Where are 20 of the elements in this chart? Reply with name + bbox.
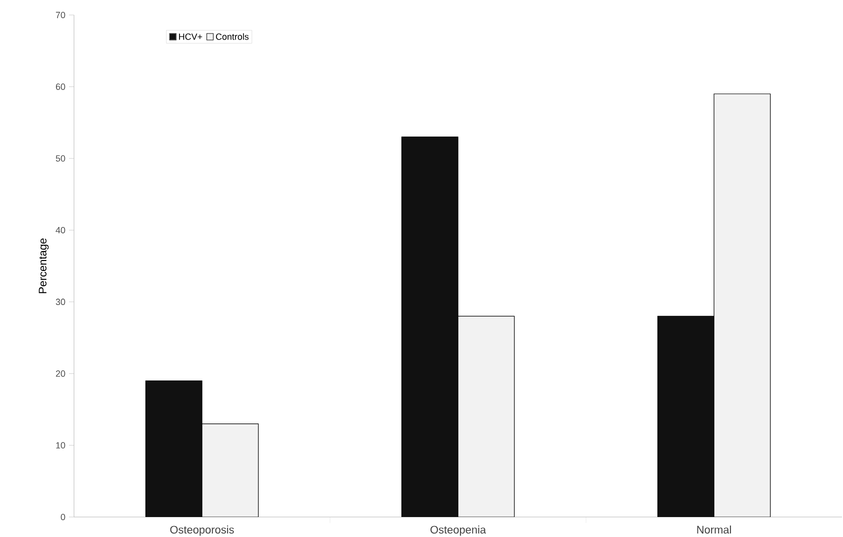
y-tick-label: 20 [56,370,66,377]
bar [145,380,202,517]
bar [202,423,259,517]
y-axis-title: Percentage [38,238,49,294]
bar [458,316,515,517]
y-tick-label: 40 [56,226,66,234]
y-tick-label: 0 [60,514,66,520]
legend-label: HCV+ [179,33,202,40]
bar [401,136,458,517]
y-tick-label: 70 [56,12,66,18]
bar [657,316,714,517]
x-tick-label: Osteopenia [430,526,486,536]
legend-label: Controls [216,33,249,40]
x-tick-label: Normal [697,526,731,534]
y-tick-label: 50 [56,155,66,162]
y-tick-label: 60 [56,84,66,90]
y-tick-label: 10 [56,442,66,448]
x-tick-label: Osteoporosis [170,526,234,536]
bar [714,94,771,517]
y-tick-label: 30 [56,298,66,306]
